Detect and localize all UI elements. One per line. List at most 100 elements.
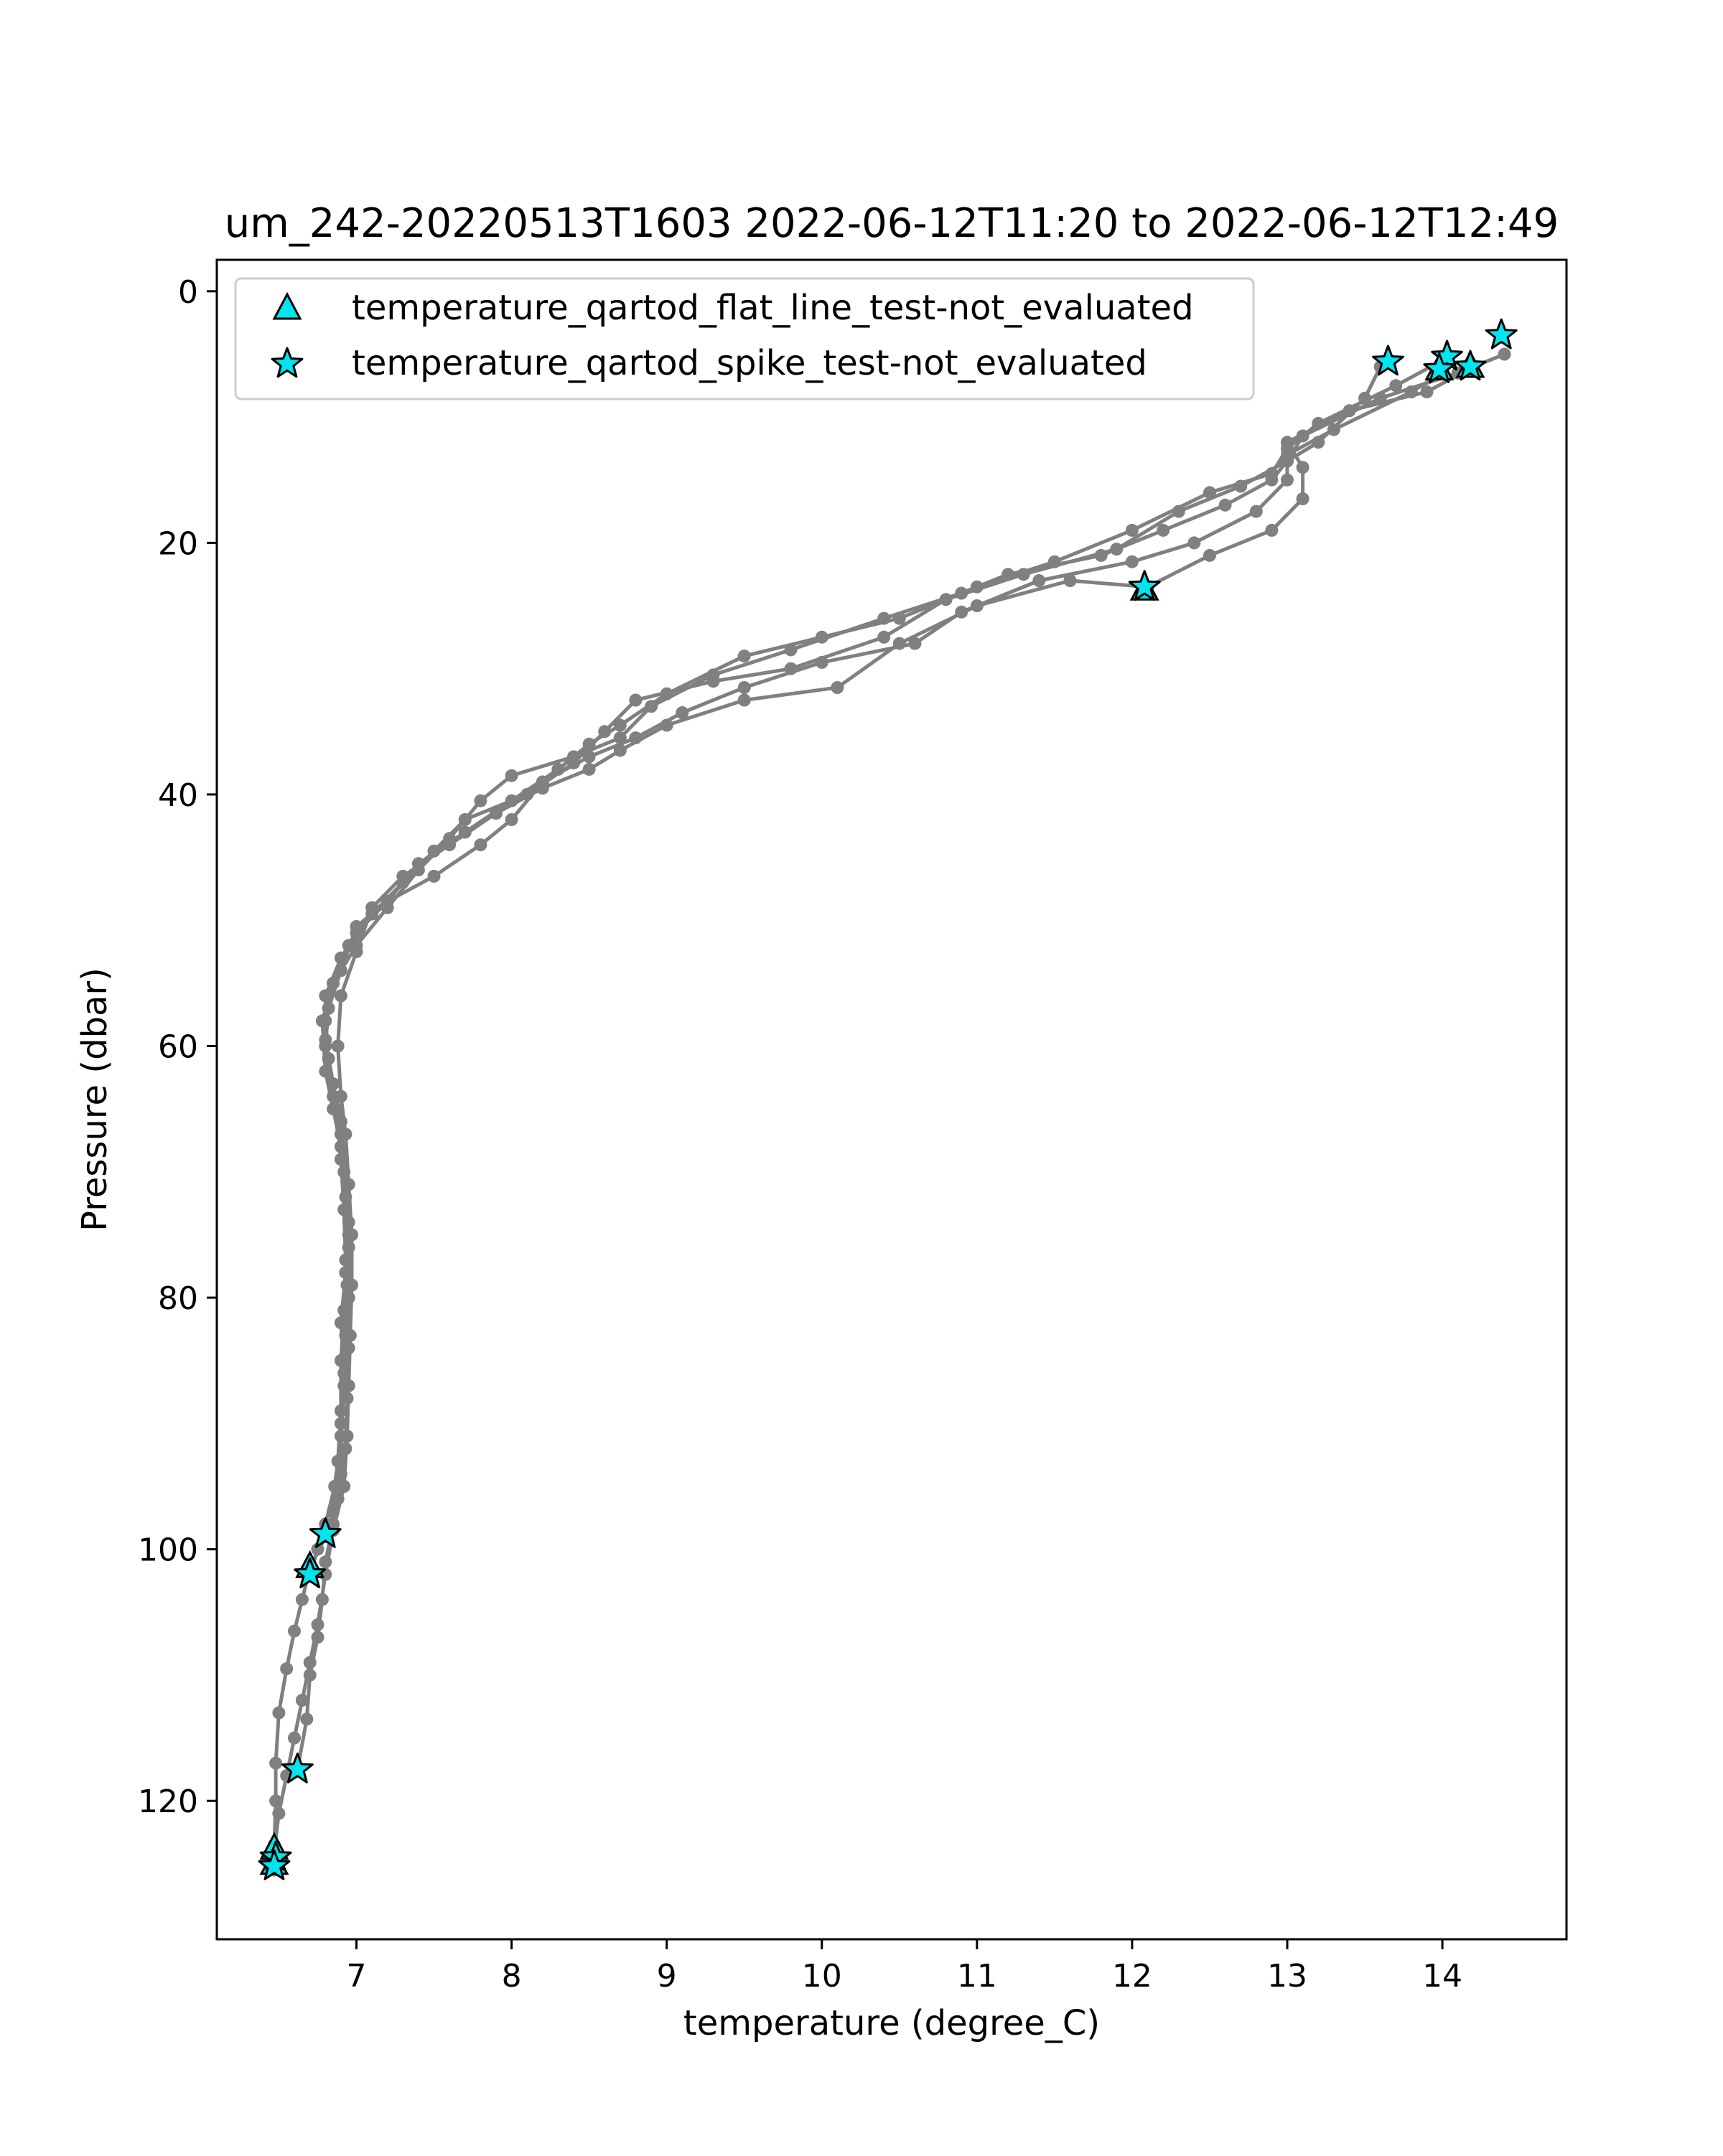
- data-point: [331, 1039, 345, 1053]
- data-point: [328, 1480, 342, 1493]
- x-tick-label: 8: [502, 1958, 522, 1995]
- data-point: [327, 1089, 340, 1103]
- data-point: [1420, 385, 1434, 398]
- data-point: [300, 1712, 314, 1726]
- data-point: [645, 700, 658, 713]
- y-tick-label: 40: [158, 777, 198, 814]
- plot-frame: [215, 258, 1568, 1941]
- data-point: [1125, 523, 1139, 537]
- data-point: [1094, 548, 1108, 562]
- y-tick-label: 60: [158, 1029, 198, 1066]
- data-point: [443, 832, 457, 845]
- data-point: [1281, 448, 1294, 461]
- data-point: [1032, 574, 1046, 587]
- legend-label-spike: temperature_qartod_spike_test-not_evalua…: [352, 343, 1147, 383]
- data-point: [337, 1480, 351, 1493]
- data-point: [295, 1593, 309, 1606]
- x-tick-label: 9: [657, 1958, 677, 1995]
- data-point: [1234, 479, 1248, 493]
- data-point: [706, 668, 720, 682]
- y-tick-label: 80: [158, 1280, 198, 1317]
- data-point: [334, 964, 347, 978]
- data-point: [1125, 555, 1139, 568]
- data-point: [272, 1706, 286, 1720]
- data-point: [1203, 548, 1216, 562]
- data-point: [280, 1662, 294, 1676]
- data-point: [474, 838, 487, 852]
- y-axis-label: Pressure (dbar): [75, 967, 115, 1232]
- data-point: [337, 1303, 351, 1317]
- data-point: [1265, 473, 1279, 487]
- data-point: [1404, 385, 1418, 398]
- data-point: [629, 693, 643, 707]
- spike-marker: [1372, 345, 1404, 376]
- data-point: [582, 750, 596, 764]
- data-point: [339, 1328, 352, 1342]
- data-point: [784, 643, 798, 657]
- data-point: [1358, 391, 1372, 405]
- data-point: [629, 731, 643, 745]
- data-point: [288, 1624, 301, 1638]
- data-point: [1265, 523, 1279, 537]
- x-tick-label: 11: [957, 1958, 997, 1995]
- data-point: [1157, 523, 1170, 537]
- x-axis-label: temperature (degree_C): [683, 2003, 1100, 2043]
- data-point: [295, 1694, 309, 1707]
- y-axis: 0 20 40 60 80 100 120: [138, 274, 217, 1820]
- data-point: [955, 586, 968, 600]
- data-point: [1249, 505, 1263, 518]
- data-point: [955, 605, 968, 619]
- data-point: [567, 750, 580, 764]
- data-point: [288, 1731, 301, 1745]
- spike-marker: [281, 1752, 314, 1784]
- legend-label-flat-line: temperature_qartod_flat_line_test-not_ev…: [352, 288, 1194, 328]
- y-tick-label: 20: [158, 525, 198, 562]
- data-point: [474, 794, 487, 807]
- data-point: [737, 693, 751, 707]
- data-point: [1296, 461, 1309, 474]
- data-point: [396, 869, 410, 883]
- data-point: [831, 681, 844, 694]
- profile-series: [303, 366, 1449, 1581]
- spike-marker: [1485, 318, 1518, 350]
- data-point: [676, 706, 689, 719]
- spike-marker: [258, 1849, 291, 1880]
- data-point: [1498, 347, 1511, 361]
- data-point: [337, 1379, 351, 1392]
- data-point: [334, 1429, 347, 1443]
- spike-marker: [309, 1517, 342, 1548]
- data-point: [339, 1253, 352, 1267]
- data-point: [342, 1228, 355, 1242]
- data-point: [505, 769, 518, 782]
- data-point: [1001, 568, 1015, 581]
- data-point: [877, 611, 891, 625]
- data-point: [877, 630, 891, 644]
- data-point: [908, 637, 922, 650]
- data-point: [598, 725, 612, 739]
- data-point: [490, 807, 503, 820]
- x-tick-label: 7: [346, 1958, 366, 1995]
- qc-markers: [258, 318, 1518, 1880]
- data-point: [1187, 536, 1201, 550]
- data-point: [737, 650, 751, 663]
- data-point: [1063, 574, 1077, 587]
- data-point: [411, 863, 425, 877]
- data-point: [1296, 492, 1309, 505]
- data-point: [322, 1001, 335, 1015]
- y-tick-label: 100: [138, 1532, 198, 1569]
- data-point: [269, 1756, 283, 1770]
- data-point: [1327, 423, 1340, 436]
- legend-triangle-icon: [272, 291, 302, 320]
- data-point: [350, 920, 363, 933]
- data-point: [272, 1806, 286, 1820]
- data-point: [311, 1542, 324, 1556]
- data-point: [1172, 505, 1185, 518]
- legend-star-icon: [271, 347, 304, 378]
- data-point: [334, 989, 347, 1003]
- data-point: [582, 762, 596, 776]
- data-point: [1389, 379, 1403, 393]
- x-tick-label: 14: [1422, 1958, 1462, 1995]
- data-point: [815, 655, 828, 669]
- x-tick-label: 13: [1267, 1958, 1307, 1995]
- spike-marker: [1454, 350, 1487, 381]
